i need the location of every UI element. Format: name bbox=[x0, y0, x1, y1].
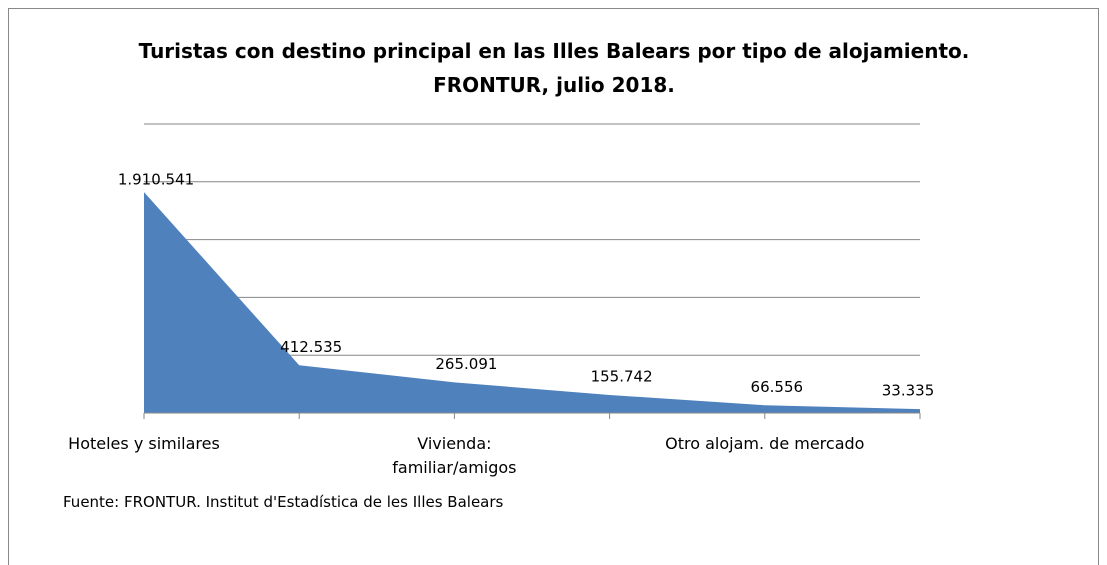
chart-title: Turistas con destino principal en las Il… bbox=[138, 39, 970, 97]
x-tick-label: Vivienda: familiar/amigos bbox=[392, 434, 517, 477]
source: Fuente: FRONTUR. Institut d'Estadística … bbox=[63, 493, 504, 511]
frame bbox=[8, 8, 1099, 565]
value-label: 265.091 bbox=[435, 355, 497, 373]
value-label: 66.556 bbox=[751, 378, 804, 396]
area bbox=[144, 192, 920, 413]
value-label: 412.535 bbox=[280, 338, 342, 356]
value-label: 33.335 bbox=[882, 382, 935, 400]
value-label: 1.910.541 bbox=[118, 171, 194, 189]
value-label: 155.742 bbox=[591, 367, 653, 385]
x-tick-label: Hoteles y similares bbox=[68, 434, 220, 453]
x-tick-label: Otro alojam. de mercado bbox=[665, 434, 865, 453]
